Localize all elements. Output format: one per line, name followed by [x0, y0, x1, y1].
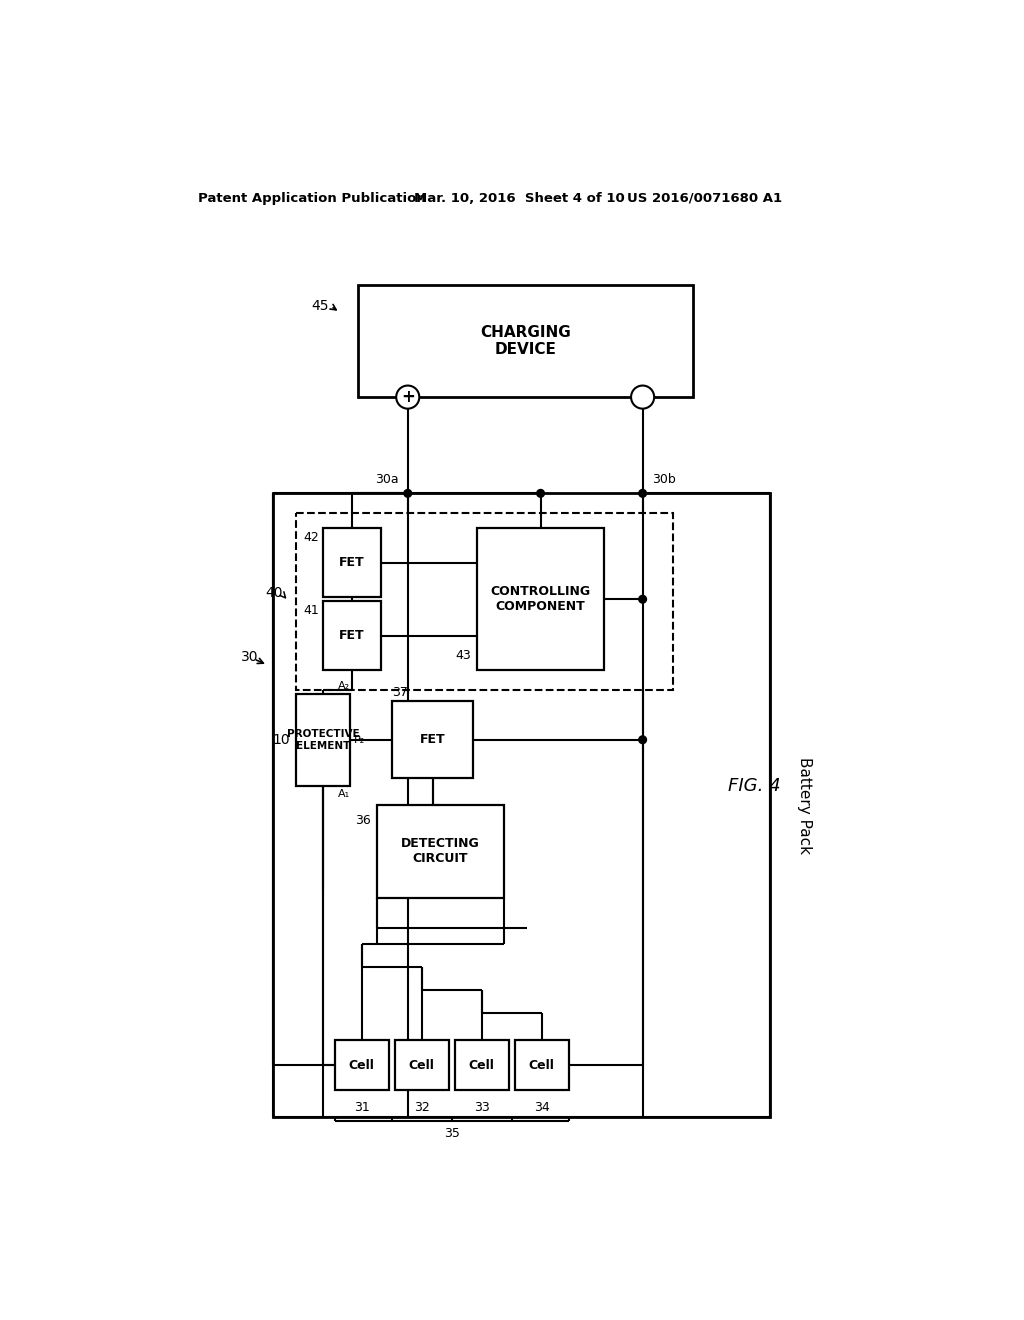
Text: 41: 41 [303, 603, 319, 616]
Bar [357, 285, 692, 397]
Circle shape [639, 737, 646, 743]
Bar [323, 528, 381, 597]
Text: FET: FET [339, 630, 365, 643]
Text: A₂: A₂ [338, 681, 350, 690]
Text: 31: 31 [353, 1101, 370, 1114]
Circle shape [403, 490, 412, 498]
Text: +: + [400, 388, 415, 407]
Circle shape [537, 490, 545, 498]
Text: 33: 33 [474, 1101, 489, 1114]
Text: US 2016/0071680 A1: US 2016/0071680 A1 [628, 191, 782, 205]
Text: 36: 36 [355, 814, 371, 828]
Text: 45: 45 [311, 300, 329, 313]
Bar [477, 528, 604, 671]
Text: 30: 30 [242, 651, 259, 664]
Bar [394, 1040, 449, 1090]
Text: 40: 40 [265, 586, 283, 601]
Text: A₁: A₁ [338, 788, 350, 799]
Text: 30b: 30b [652, 473, 676, 486]
Bar [323, 601, 381, 671]
Text: 43: 43 [455, 648, 471, 661]
Bar [296, 512, 674, 689]
Text: 35: 35 [443, 1127, 460, 1139]
Circle shape [639, 490, 646, 498]
Bar [455, 1040, 509, 1090]
Text: 30a: 30a [375, 473, 398, 486]
Text: Mar. 10, 2016  Sheet 4 of 10: Mar. 10, 2016 Sheet 4 of 10 [414, 191, 625, 205]
Bar [392, 701, 473, 779]
Bar [273, 494, 770, 1117]
Text: Cell: Cell [528, 1059, 555, 1072]
Text: DETECTING
CIRCUIT: DETECTING CIRCUIT [401, 837, 480, 866]
Bar [515, 1040, 568, 1090]
Text: FIG. 4: FIG. 4 [728, 777, 780, 795]
Text: Cell: Cell [409, 1059, 434, 1072]
Text: Battery Pack: Battery Pack [797, 756, 812, 854]
Text: FET: FET [339, 556, 365, 569]
Text: 10: 10 [272, 733, 290, 747]
Text: 34: 34 [534, 1101, 550, 1114]
Text: Cell: Cell [348, 1059, 375, 1072]
Text: P₂: P₂ [353, 735, 365, 744]
Text: Patent Application Publication: Patent Application Publication [199, 191, 426, 205]
Circle shape [631, 385, 654, 409]
Circle shape [639, 595, 646, 603]
Bar [296, 693, 350, 785]
Text: Cell: Cell [469, 1059, 495, 1072]
Text: 42: 42 [303, 531, 319, 544]
Text: 32: 32 [414, 1101, 429, 1114]
Bar [377, 805, 504, 898]
Text: FET: FET [420, 733, 445, 746]
Text: CHARGING
DEVICE: CHARGING DEVICE [480, 325, 570, 358]
Circle shape [396, 385, 419, 409]
Text: 37: 37 [392, 685, 408, 698]
Text: CONTROLLING
COMPONENT: CONTROLLING COMPONENT [490, 585, 591, 614]
Bar [335, 1040, 388, 1090]
Text: PROTECTIVE
ELEMENT: PROTECTIVE ELEMENT [287, 729, 359, 751]
